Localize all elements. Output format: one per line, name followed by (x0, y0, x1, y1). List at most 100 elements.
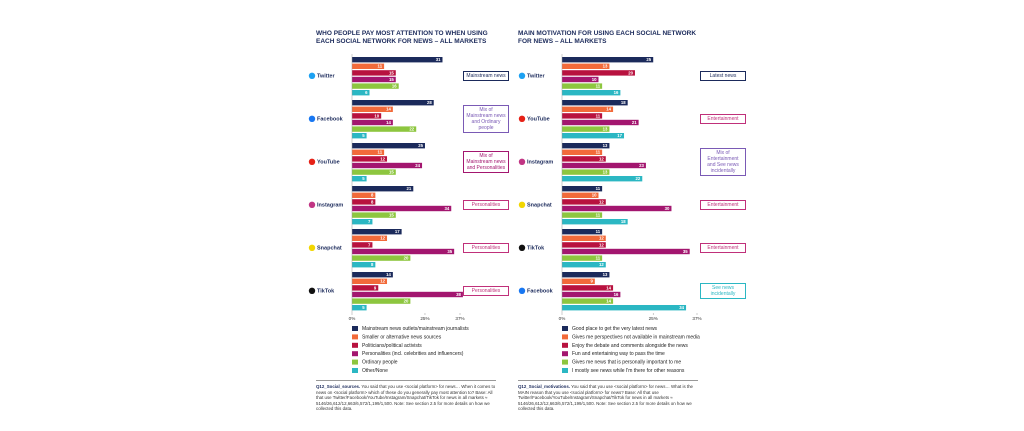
value-label: 6 (365, 90, 368, 95)
category-label: YouTube (527, 116, 550, 122)
legend-swatch (352, 326, 358, 331)
value-label: 17 (617, 133, 622, 138)
legend-swatch (352, 368, 358, 373)
bar (562, 262, 606, 268)
value-label: 5 (362, 305, 365, 310)
bar (352, 305, 367, 311)
annotation: Entertainment (700, 242, 746, 253)
annotation: Entertainment (700, 199, 746, 210)
bar (352, 126, 417, 132)
value-label: 10 (374, 113, 379, 118)
value-label: 7 (368, 242, 371, 247)
bar (352, 106, 393, 112)
bar (352, 76, 396, 83)
bar (562, 255, 603, 261)
value-label: 24 (415, 163, 420, 168)
x-tick-label: 0% (349, 316, 356, 321)
footnote-label: Q12_Social_motivations. (518, 384, 570, 389)
value-label: 20 (404, 299, 409, 304)
bar (352, 235, 388, 241)
bar (352, 119, 393, 126)
value-label: 20 (404, 256, 409, 261)
platform-icon (308, 158, 316, 165)
bar (352, 83, 399, 89)
bar (352, 186, 414, 192)
value-label: 16 (614, 90, 619, 95)
bar (562, 248, 690, 255)
bar (352, 255, 411, 261)
bar (352, 298, 411, 304)
bar (562, 278, 595, 284)
bar (352, 176, 367, 182)
bar (352, 229, 402, 235)
bar (352, 262, 376, 268)
legend-swatch (562, 342, 568, 348)
value-label: 12 (380, 156, 385, 161)
value-label: 11 (596, 213, 601, 218)
value-label: 28 (427, 100, 432, 105)
footnote-label: Q12_Social_sources. (316, 384, 361, 389)
platform-icon (518, 287, 526, 294)
bar (352, 212, 396, 218)
value-label: 18 (621, 100, 626, 105)
chart-title: WHO PEOPLE PAY MOST ATTENTION TO WHEN US… (316, 30, 488, 45)
x-tick-label: 37% (455, 316, 464, 321)
category-label: TikTok (317, 288, 335, 294)
bar (562, 156, 606, 162)
footnote: Q12_Social_sources. You said that you us… (316, 380, 496, 412)
legend-label: Other/None (362, 368, 388, 374)
bar (562, 57, 654, 63)
bar (562, 272, 610, 278)
category-label: TikTok (527, 245, 545, 251)
legend-swatch (352, 351, 358, 357)
legend-label: Gives me perspectives not available in m… (572, 334, 700, 340)
bar (352, 285, 379, 291)
bar (562, 106, 614, 112)
x-tick-label: 25% (649, 316, 658, 321)
value-label: 35 (447, 249, 452, 254)
bar (352, 291, 463, 298)
bar (562, 186, 603, 192)
bar (352, 90, 370, 96)
annotation: Latest news (700, 70, 746, 81)
value-label: 21 (407, 186, 412, 191)
bar (562, 83, 603, 89)
bar (352, 63, 385, 69)
bar (562, 192, 599, 198)
legend-label: Personalities (incl. celebrities and inf… (362, 351, 464, 357)
bar (562, 162, 646, 169)
value-label: 14 (606, 299, 611, 304)
bar (562, 235, 606, 241)
value-label: 11 (378, 64, 383, 69)
legend-label: Smaller or alternative news sources (362, 334, 442, 340)
bar (562, 285, 614, 291)
value-label: 13 (603, 127, 608, 132)
legend-label: Ordinary people (362, 360, 398, 366)
category-label: Facebook (317, 116, 344, 122)
bar (352, 278, 388, 284)
annotation: Mix of Entertainment and See news incide… (700, 147, 746, 176)
legend-swatch (562, 359, 568, 365)
bar (562, 298, 614, 304)
value-label: 14 (386, 107, 391, 112)
annotation: Personalities (463, 242, 509, 253)
value-label: 31 (436, 57, 441, 62)
category-label: Snapchat (527, 202, 552, 208)
value-label: 14 (606, 285, 611, 290)
legend-swatch (562, 334, 568, 340)
value-label: 12 (380, 279, 385, 284)
value-label: 11 (596, 150, 601, 155)
value-label: 9 (374, 285, 377, 290)
bar (352, 192, 376, 198)
bar (352, 100, 434, 106)
value-label: 10 (592, 77, 597, 82)
bar (562, 205, 672, 212)
category-label: Twitter (527, 73, 545, 79)
value-label: 16 (392, 84, 397, 89)
value-label: 13 (603, 272, 608, 277)
bar (562, 76, 599, 83)
value-label: 5 (362, 176, 365, 181)
annotation: Mainstream news (463, 70, 509, 81)
legend-swatch (352, 342, 358, 348)
value-label: 21 (632, 120, 637, 125)
